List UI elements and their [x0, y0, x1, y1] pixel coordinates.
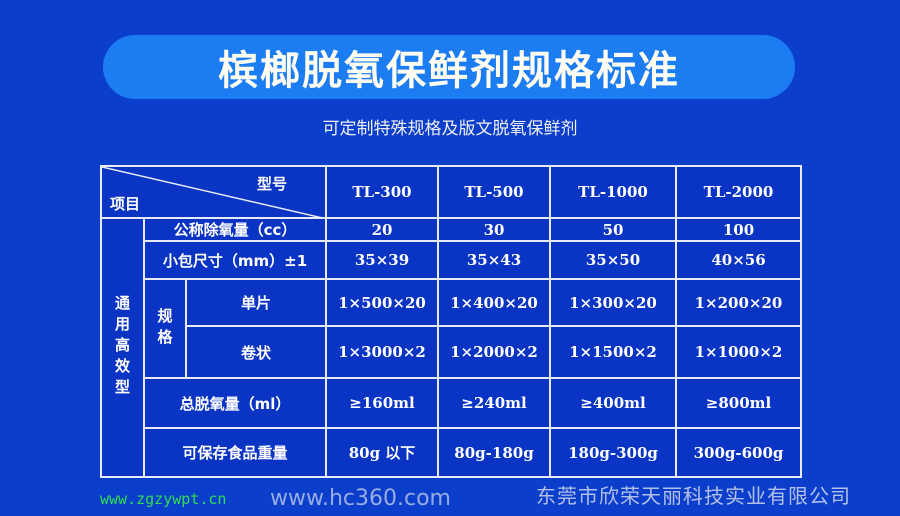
- row-label: 卷状: [185, 325, 327, 379]
- cell: 35×43: [437, 240, 551, 280]
- header-row: 型号 项目 TL-300 TL-500 TL-1000 TL-2000: [100, 165, 802, 219]
- group-label: 通用高效型: [100, 217, 145, 478]
- cell: 1×200×20: [675, 278, 802, 327]
- cell: 300g-600g: [675, 427, 802, 478]
- cell: 1×300×20: [549, 278, 677, 327]
- cell: 20: [325, 217, 439, 242]
- table-row: 规格 单片 1×500×20 1×400×20 1×300×20 1×200×2…: [101, 278, 802, 379]
- row-label: 单片: [185, 278, 327, 327]
- cell: 50: [549, 217, 677, 242]
- subtitle: 可定制特殊规格及版文脱氧保鲜剂: [322, 119, 578, 139]
- cell: 80g-180g: [437, 427, 551, 478]
- table-row: 卷状 1×3000×2 1×2000×2 1×1500×2 1×1000×2: [101, 325, 802, 379]
- spec-table: 型号 项目 TL-300 TL-500 TL-1000 TL-2000 通用高效…: [100, 165, 802, 478]
- corner-top-label: 型号: [256, 175, 287, 193]
- model-header: TL-2000: [675, 165, 802, 219]
- cell: 35×39: [325, 240, 439, 280]
- cell: 180g-300g: [549, 427, 677, 478]
- cell: 1×1500×2: [549, 325, 677, 379]
- spec-label: 规格: [143, 278, 187, 379]
- diagonal-line: [102, 167, 327, 219]
- cell: 30: [437, 217, 551, 242]
- cell: 100: [675, 217, 802, 242]
- model-header: TL-1000: [549, 165, 677, 219]
- row-label: 总脱氧量（ml）: [143, 377, 327, 429]
- title-banner: 槟榔脱氧保鲜剂规格标准: [103, 35, 795, 99]
- cell: 1×400×20: [437, 278, 551, 327]
- row-label: 公称除氧量（cc）: [143, 217, 327, 242]
- cell: 35×50: [549, 240, 677, 280]
- table-row: 通用高效型 公称除氧量（cc） 20 30 50 100: [100, 217, 802, 478]
- watermark-site1: www.zgzywpt.cn: [100, 490, 227, 508]
- page-title: 槟榔脱氧保鲜剂规格标准: [218, 48, 680, 94]
- table-row: 小包尺寸（mm）±1 35×39 35×43 35×50 40×56: [101, 240, 802, 280]
- row-label: 可保存食品重量: [143, 427, 327, 478]
- cell: 1×3000×2: [325, 325, 439, 379]
- cell: ≥160ml: [325, 377, 439, 429]
- watermark-site2: www.hc360.com: [270, 486, 451, 511]
- cell: 1×2000×2: [437, 325, 551, 379]
- model-header: TL-500: [437, 165, 551, 219]
- cell: 1×500×20: [325, 278, 439, 327]
- cell: ≥240ml: [437, 377, 551, 429]
- cell: ≥800ml: [675, 377, 802, 429]
- watermark-company: 东莞市欣荣天丽科技实业有限公司: [536, 484, 851, 508]
- model-header: TL-300: [325, 165, 439, 219]
- corner-cell: 型号 项目: [100, 165, 327, 219]
- cell: 1×1000×2: [675, 325, 802, 379]
- cell: 80g 以下: [325, 427, 439, 478]
- corner-bottom-label: 项目: [110, 195, 141, 213]
- cell: ≥400ml: [549, 377, 677, 429]
- cell: 40×56: [675, 240, 802, 280]
- row-label: 小包尺寸（mm）±1: [143, 240, 327, 280]
- table-row: 可保存食品重量 80g 以下 80g-180g 180g-300g 300g-6…: [101, 427, 802, 478]
- table-row: 总脱氧量（ml） ≥160ml ≥240ml ≥400ml ≥800ml: [101, 377, 802, 429]
